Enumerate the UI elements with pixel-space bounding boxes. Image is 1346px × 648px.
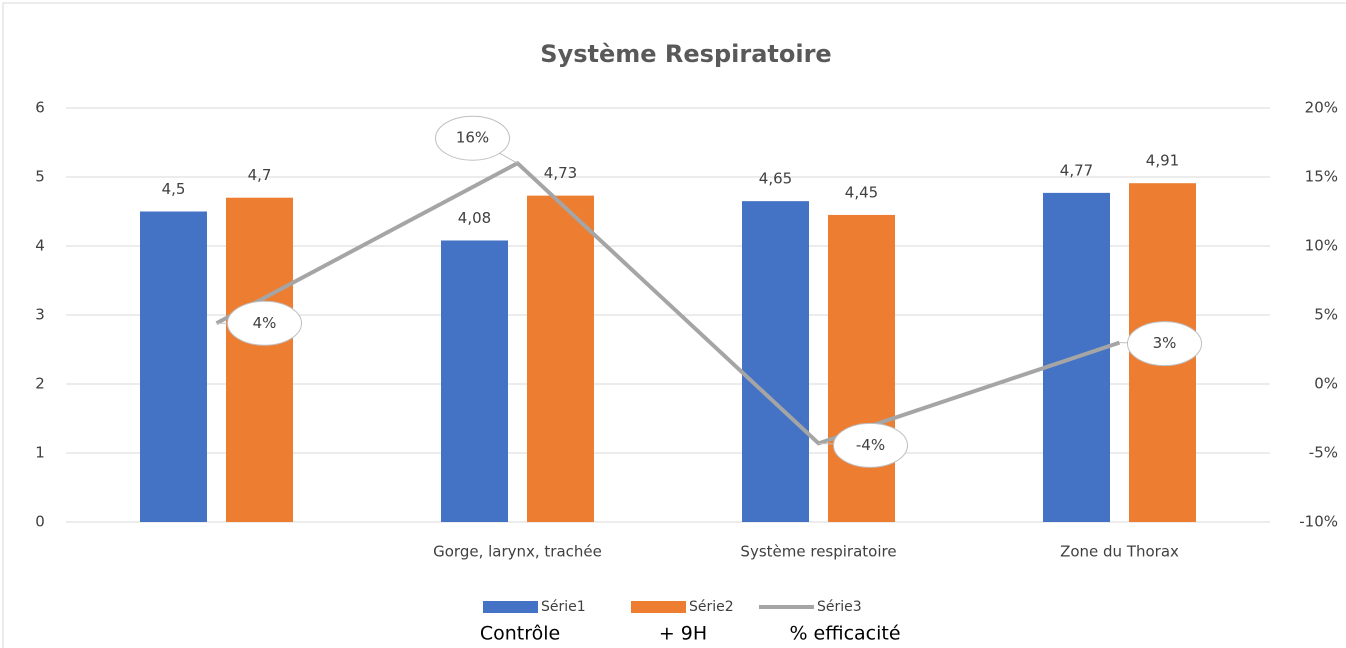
- callout: [435, 115, 510, 161]
- data-label: 4,08: [458, 209, 491, 227]
- y2-tick-label: 5%: [1314, 306, 1338, 324]
- bar: [527, 195, 594, 522]
- data-label: 4,65: [759, 170, 792, 188]
- legend-label: Série3: [817, 599, 862, 615]
- y-tick-label: 5: [35, 168, 45, 186]
- legend-swatch: [483, 601, 538, 613]
- y-tick-label: 0: [35, 513, 45, 531]
- x-tick-label: Système respiratoire: [740, 543, 896, 561]
- annotation: % efficacité: [789, 623, 900, 645]
- x-tick-label: Zone du Thorax: [1060, 543, 1179, 561]
- data-label: 4,73: [544, 164, 577, 182]
- data-label: 4,45: [845, 183, 878, 201]
- bar: [226, 197, 293, 522]
- y-tick-label: 4: [35, 237, 45, 255]
- data-label: 4,5: [162, 180, 186, 198]
- y-tick-label: 2: [35, 375, 45, 393]
- legend-swatch: [631, 601, 686, 613]
- y-tick-label: 3: [35, 306, 45, 324]
- y2-tick-label: 10%: [1305, 237, 1338, 255]
- legend-label: Série1: [541, 599, 586, 615]
- line: [215, 161, 1121, 446]
- data-label: 16%: [456, 129, 489, 147]
- y-tick-label: 1: [35, 444, 45, 462]
- data-label: -4%: [856, 436, 885, 454]
- y2-tick-label: 20%: [1305, 99, 1338, 117]
- bar: [742, 201, 809, 522]
- annotation: + 9H: [659, 623, 707, 645]
- chart-title: Système Respiratoire: [540, 40, 831, 68]
- callout: [227, 300, 302, 346]
- bar: [441, 240, 508, 523]
- data-label: 4,7: [248, 166, 272, 184]
- data-label: 4,77: [1060, 161, 1093, 179]
- y2-tick-label: 15%: [1305, 168, 1338, 186]
- callout: [833, 422, 908, 468]
- annotation: Contrôle: [480, 623, 560, 645]
- data-label: 3%: [1153, 334, 1177, 352]
- y-tick-label: 6: [35, 99, 45, 117]
- data-label: 4%: [253, 314, 277, 332]
- y2-tick-label: -5%: [1309, 444, 1338, 462]
- callout: [1127, 321, 1202, 367]
- bar: [828, 214, 895, 522]
- y2-tick-label: 0%: [1314, 375, 1338, 393]
- legend-label: Série2: [689, 599, 734, 615]
- bar: [140, 211, 207, 522]
- data-label: 4,91: [1146, 152, 1179, 170]
- x-tick-label: Gorge, larynx, trachée: [433, 543, 602, 561]
- y2-tick-label: -10%: [1299, 513, 1338, 531]
